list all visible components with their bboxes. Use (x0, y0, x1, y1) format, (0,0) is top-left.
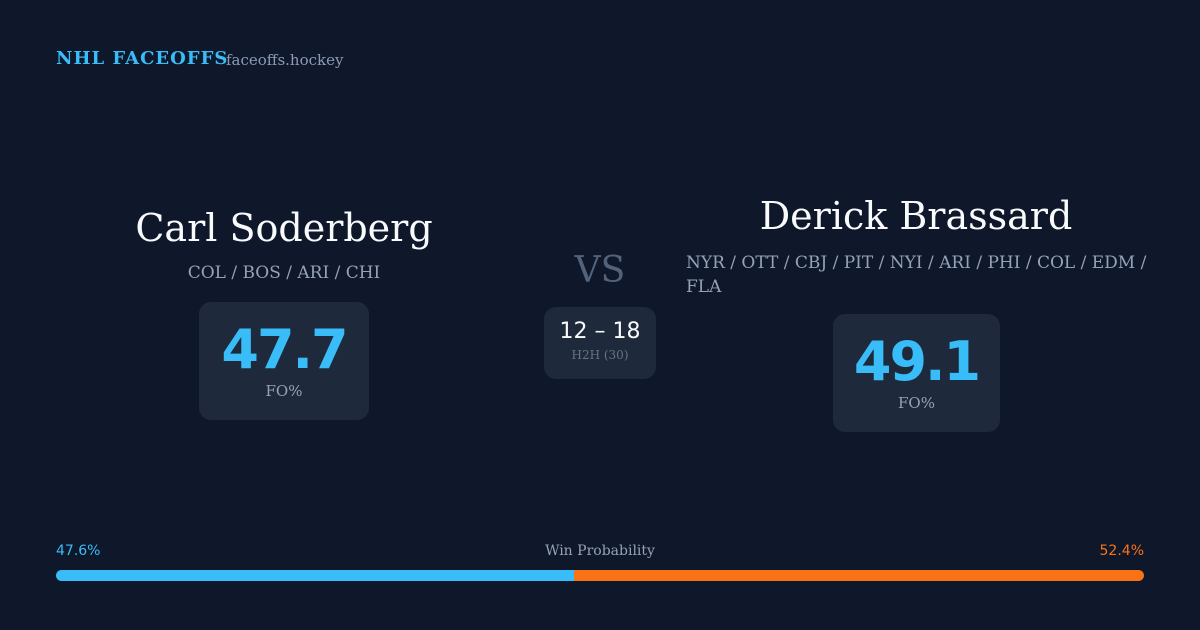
h2h-card: 12 – 18 H2H (30) (544, 307, 656, 379)
prob-label: 52.4% (1099, 543, 1144, 559)
prob-segment (573, 570, 1144, 581)
h2h-label: H2H (30) (571, 348, 629, 362)
h2h-score: 12 – 18 (559, 319, 641, 344)
prob-label: 47.6% (56, 543, 101, 559)
prob-title: Win Probability (545, 543, 655, 559)
prob-bar (56, 570, 1144, 581)
fo-label: FO% (898, 394, 935, 412)
fo-value: 49.1 (853, 330, 981, 393)
versus: VS (574, 250, 626, 291)
prob-segment (56, 570, 574, 581)
fo-value: 47.7 (221, 318, 348, 381)
fo-card: 49.1 FO% (833, 314, 1000, 432)
fo-card: 47.7 FO% (199, 302, 369, 420)
player-teams: NYR / OTT / CBJ / PIT / NYI / ARI / PHI … (686, 253, 1147, 297)
player-teams: COL / BOS / ARI / CHI (187, 263, 381, 283)
brand: NHL FACEOFFS (56, 48, 229, 69)
player-name: Derick Brassard (759, 194, 1073, 238)
player-name: Carl Soderberg (135, 206, 433, 250)
fo-label: FO% (265, 382, 303, 400)
site: faceoffs.hockey (226, 51, 344, 69)
